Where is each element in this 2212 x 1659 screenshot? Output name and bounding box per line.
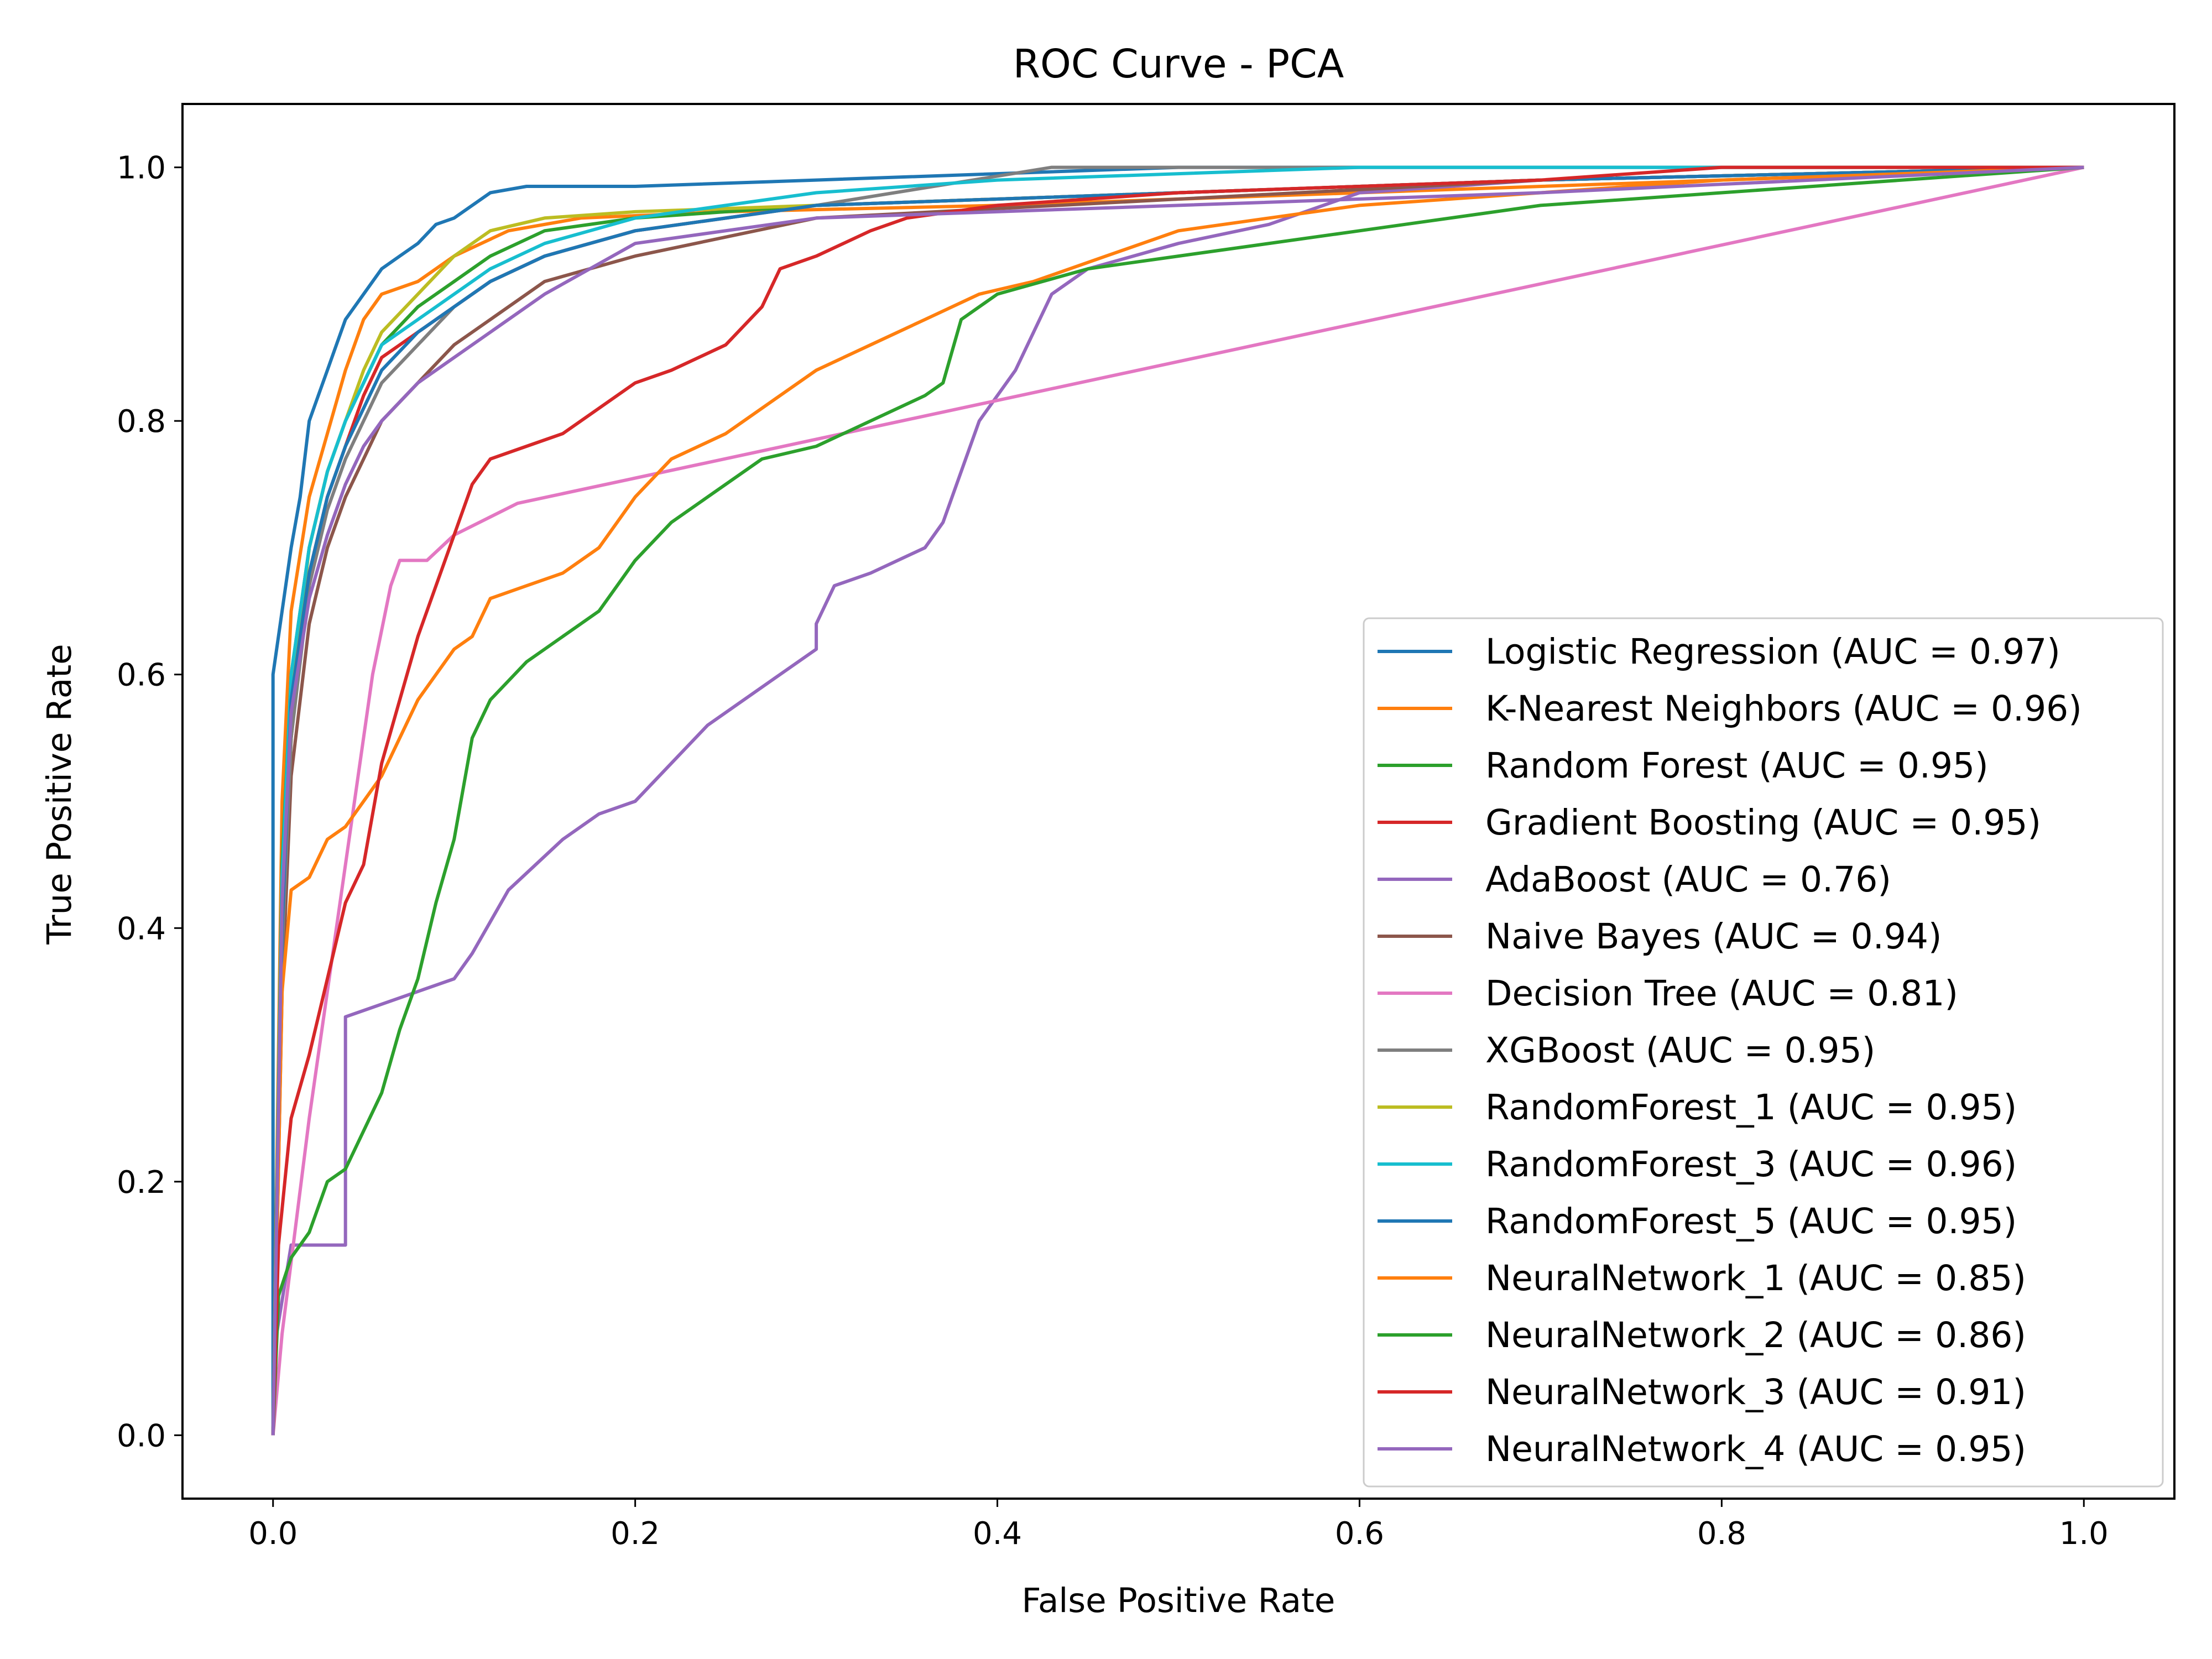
x-tick-label: 1.0 [2059, 1516, 2109, 1552]
legend-label-14: NeuralNetwork_3 (AUC = 0.91) [1485, 1372, 2026, 1412]
x-tick-label: 0.6 [1335, 1516, 1384, 1552]
x-tick-label: 0.2 [611, 1516, 660, 1552]
y-tick-label: 0.2 [117, 1165, 166, 1201]
series-line-11 [271, 165, 2084, 1436]
legend-label-4: Gradient Boosting (AUC = 0.95) [1485, 802, 2041, 843]
legend-label-13: NeuralNetwork_2 (AUC = 0.86) [1485, 1315, 2026, 1355]
legend-label-6: Naive Bayes (AUC = 0.94) [1485, 916, 1942, 957]
legend-label-11: RandomForest_5 (AUC = 0.95) [1485, 1201, 2017, 1241]
legend-label-7: Decision Tree (AUC = 0.81) [1485, 973, 1958, 1014]
legend-label-15: NeuralNetwork_4 (AUC = 0.95) [1485, 1429, 2026, 1469]
ticks-group: 0.0 0.2 0.4 0.6 0.8 1.0 0.0 0.2 0.4 0.6 0.8 1.0 [117, 150, 2109, 1552]
legend-label-5: AdaBoost (AUC = 0.76) [1485, 859, 1891, 900]
series-line-14 [271, 165, 2084, 1436]
y-tick-label: 0.4 [117, 911, 166, 947]
series-line-12 [271, 165, 2084, 1436]
series-line-1 [271, 165, 2084, 1436]
y-axis-label: True Positive Rate [40, 644, 79, 945]
y-tick-label: 0.6 [117, 658, 166, 693]
x-tick-label: 0.0 [248, 1516, 298, 1552]
chart-title: ROC Curve - PCA [1013, 41, 1344, 87]
legend: Logistic Regression (AUC = 0.97) K-Neares… [1363, 617, 2164, 1488]
legend-label-3: Random Forest (AUC = 0.95) [1485, 745, 1989, 786]
x-tick-label: 0.8 [1697, 1516, 1746, 1552]
legend-label-12: NeuralNetwork_1 (AUC = 0.85) [1485, 1258, 2026, 1298]
x-tick-label: 0.4 [973, 1516, 1022, 1552]
legend-label-10: RandomForest_3 (AUC = 0.96) [1485, 1144, 2017, 1185]
series-line-13 [271, 165, 2084, 1436]
x-axis-label: False Positive Rate [1022, 1581, 1335, 1620]
y-tick-label: 1.0 [117, 150, 166, 186]
y-tick-label: 0.0 [117, 1418, 166, 1454]
legend-label-8: XGBoost (AUC = 0.95) [1485, 1030, 1875, 1071]
series-line-10 [271, 165, 2084, 1436]
plot-series-group [271, 165, 2084, 1436]
y-tick-label: 0.8 [117, 404, 166, 440]
legend-label-9: RandomForest_1 (AUC = 0.95) [1485, 1087, 2017, 1128]
plot-area-frame [181, 103, 2176, 1500]
series-line-7 [271, 165, 2084, 1436]
series-line-15 [271, 165, 2084, 1436]
legend-label-1: Logistic Regression (AUC = 0.97) [1485, 632, 2060, 672]
legend-box [1363, 617, 2164, 1488]
legend-label-2: K-Nearest Neighbors (AUC = 0.96) [1485, 688, 2082, 729]
